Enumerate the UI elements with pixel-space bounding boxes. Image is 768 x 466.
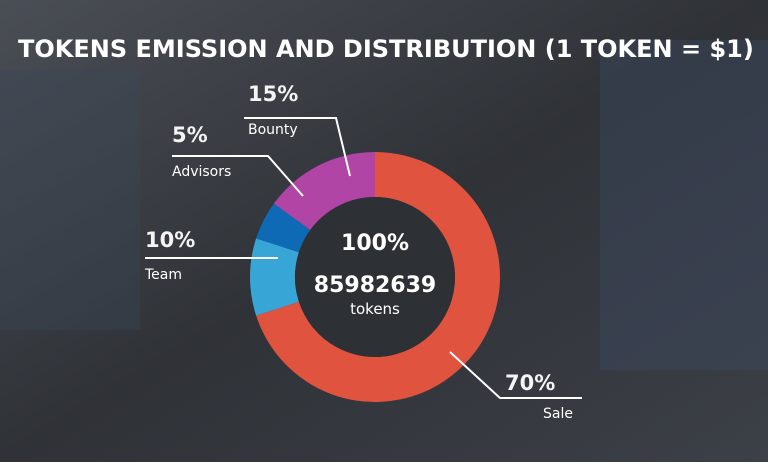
chart-title: TOKENS EMISSION AND DISTRIBUTION (1 TOKE… [18,35,754,63]
value-label: 5% [172,123,208,147]
donut-hole [295,197,455,357]
category-label: Advisors [172,164,231,180]
value-label: 15% [248,82,298,106]
category-label: Team [144,267,182,283]
donut-slice [256,203,311,253]
donut-slice [256,152,500,403]
center-unit: tokens [350,300,400,318]
category-label: Bounty [248,122,298,138]
leader-line [244,117,351,177]
value-label: 10% [145,228,195,252]
leader-line [449,351,582,399]
background-screen [600,40,768,370]
category-label: Sale [543,406,573,422]
center-total: 85982639 [314,273,436,298]
value-label: 70% [505,371,555,395]
leader-line [172,155,304,197]
center-percent: 100% [341,231,409,256]
background-screen [0,70,140,330]
donut-slice [250,238,299,316]
